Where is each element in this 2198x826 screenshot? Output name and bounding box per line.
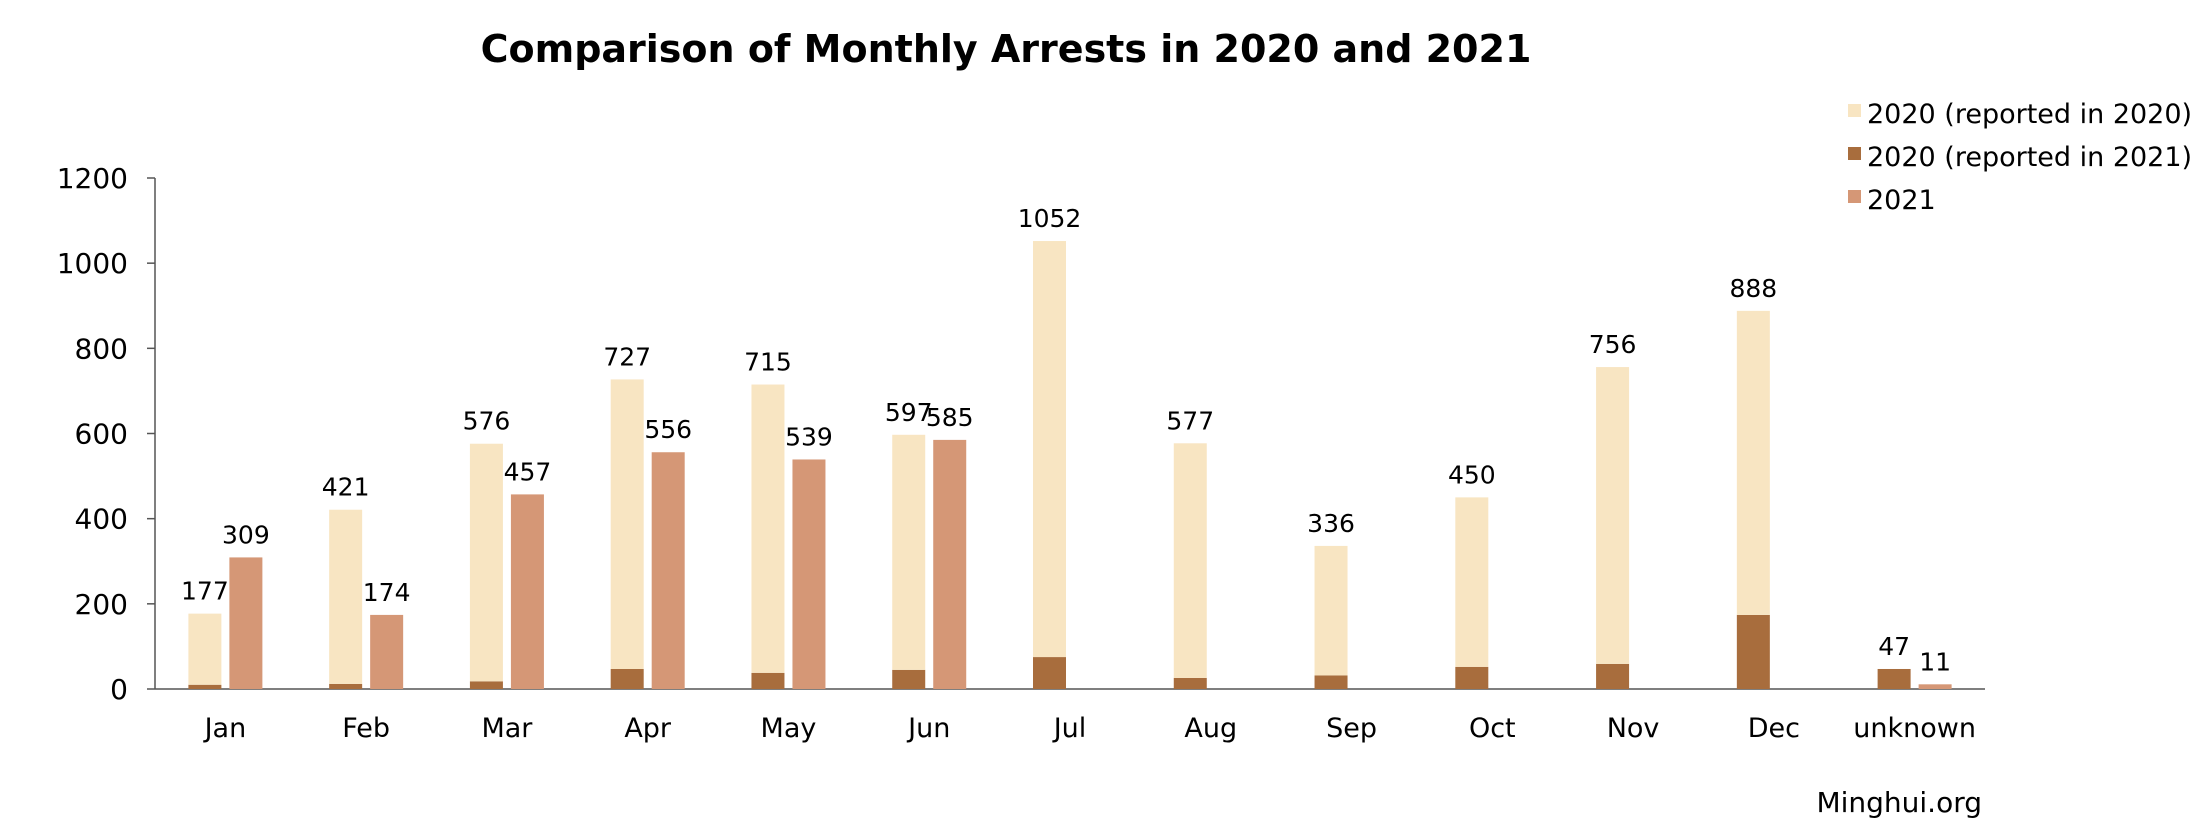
bar-2021 (510, 494, 544, 689)
bar-2021 (792, 459, 826, 689)
x-category-label: Oct (1469, 713, 1516, 744)
legend: 2020 (reported in 2020) 2020 (reported in… (1848, 99, 2192, 216)
bar-2021 (229, 557, 263, 689)
data-label-2021: 174 (363, 578, 411, 607)
bar-2021 (370, 614, 404, 689)
bar-2020-reported-2021 (469, 681, 503, 689)
bar-2020-reported-2021 (329, 683, 363, 689)
x-category-label: Jan (203, 713, 247, 744)
legend-swatch (1848, 190, 1861, 203)
data-label-2020: 727 (603, 342, 651, 371)
x-category-label: Nov (1607, 713, 1660, 744)
bars (188, 241, 1952, 689)
bar-2020-reported-2021 (188, 684, 222, 689)
x-category-label: Jul (1052, 713, 1087, 744)
y-tick-label: 200 (75, 588, 128, 621)
bar-2020-reported-2020 (610, 379, 644, 669)
bar-2021 (1918, 684, 1952, 689)
x-category-label: May (761, 713, 817, 744)
source-label: Minghui.org (1816, 786, 1982, 819)
data-label-2020: 715 (744, 348, 792, 377)
chart-title: Comparison of Monthly Arrests in 2020 an… (481, 27, 1532, 71)
y-tick-label: 400 (75, 503, 128, 536)
bar-2020-reported-2020 (188, 613, 222, 685)
data-label-2020: 888 (1729, 274, 1777, 303)
bar-2020-reported-2020 (469, 443, 503, 682)
data-label-2021: 309 (222, 520, 270, 549)
bar-2020-reported-2021 (1736, 614, 1770, 689)
bar-2021 (651, 452, 685, 689)
bar-2020-reported-2021 (1173, 677, 1207, 689)
x-category-label: Feb (342, 713, 390, 744)
x-category-label: Mar (481, 713, 533, 744)
bar-2020-reported-2020 (751, 384, 785, 673)
bar-2020-reported-2020 (1173, 443, 1207, 678)
bar-2020-reported-2020 (329, 509, 363, 684)
x-category-label: Dec (1748, 713, 1800, 744)
data-label-2021: 11 (1919, 647, 1951, 676)
bar-2020-reported-2020 (1736, 310, 1770, 615)
data-label-2020: 756 (1589, 330, 1637, 359)
data-label-2021: 585 (926, 403, 974, 432)
x-category-label: Sep (1326, 713, 1377, 744)
y-tick-label: 800 (75, 332, 128, 365)
x-category-label: unknown (1853, 713, 1976, 744)
bar-2020-reported-2021 (1033, 657, 1066, 689)
data-label-2020: 47 (1878, 632, 1910, 661)
data-label-2021: 556 (644, 415, 692, 444)
x-category-label: Apr (624, 713, 672, 744)
data-label-2020: 336 (1307, 509, 1355, 538)
axes: 0 200 400 600 800 1000 1200 Jan Feb Mar Apr May Jun J… (57, 162, 1985, 744)
data-label-2020: 450 (1448, 460, 1496, 489)
bar-2021 (933, 439, 967, 689)
bar-2020-reported-2021 (1596, 663, 1630, 689)
y-tick-label: 600 (75, 418, 128, 451)
data-label-2020: 421 (322, 473, 370, 502)
legend-label: 2021 (1867, 185, 1936, 216)
bar-2020-reported-2021 (1455, 666, 1489, 689)
legend-label: 2020 (reported in 2020) (1867, 99, 2192, 130)
data-label-2021: 457 (504, 457, 552, 486)
legend-swatch (1848, 104, 1861, 117)
bar-2020-reported-2021 (751, 672, 785, 689)
x-category-label: Jun (906, 713, 950, 744)
data-label-2020: 576 (463, 407, 511, 436)
bar-2020-reported-2020 (1314, 545, 1348, 676)
data-label-2021: 539 (785, 422, 833, 451)
y-tick-label: 1200 (57, 162, 128, 195)
data-label-2020: 1052 (1018, 204, 1082, 233)
bar-2020-reported-2020 (1033, 241, 1066, 658)
legend-label: 2020 (reported in 2021) (1867, 142, 2192, 173)
bar-2020-reported-2021 (610, 668, 644, 689)
legend-swatch (1848, 147, 1861, 160)
x-category-label: Aug (1184, 713, 1237, 744)
y-tick-label: 1000 (57, 247, 128, 280)
bar-2020-reported-2020 (1596, 367, 1630, 664)
bar-2020-reported-2020 (1455, 497, 1489, 667)
data-label-2020: 597 (885, 398, 933, 427)
bar-2020-reported-2021 (1877, 668, 1911, 689)
data-label-2020: 177 (181, 577, 229, 606)
data-label-2020: 577 (1166, 406, 1214, 435)
bar-2020-reported-2020 (892, 434, 926, 670)
y-tick-label: 0 (110, 673, 128, 706)
bar-2020-reported-2021 (892, 669, 926, 689)
bar-2020-reported-2021 (1314, 675, 1348, 689)
